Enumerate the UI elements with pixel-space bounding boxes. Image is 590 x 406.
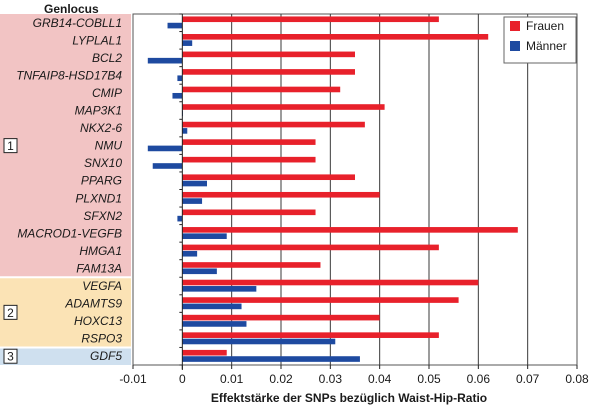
locus-label-map3k1: MAP3K1: [75, 104, 122, 118]
bar-frauen-gdf5: [182, 349, 227, 356]
bar-frauen-hoxc13: [182, 314, 380, 321]
locus-label-rspo3: RSPO3: [81, 332, 122, 346]
bar-maenner-bcl2: [147, 57, 183, 64]
group-number-box-1: [3, 138, 18, 154]
x-tick-label: 0.02: [269, 372, 293, 386]
locus-labels: GRB14-COBLL1 LYPLAL1 BCL2 TNFAIP8-HSD17B4 CM…: [16, 16, 122, 363]
x-tick-labels: -0.01 0 0.01 0.02 0.03 0.04 0.05 0.06 0.07 0.08: [119, 372, 589, 386]
legend-swatch-maenner: [510, 41, 520, 51]
bar-frauen-map3k1: [182, 104, 385, 110]
group-band-3: [0, 347, 131, 365]
group-number-box-2: [3, 304, 18, 320]
bar-frauen-cmip: [182, 86, 341, 93]
bar-maenner-plxnd1: [182, 198, 203, 204]
locus-label-tnfaip8-hsd17b4: TNFAIP8-HSD17B4: [16, 68, 122, 82]
bar-maenner-lyplal1: [182, 40, 193, 46]
x-tick-label: 0.03: [319, 372, 343, 386]
bar-maenner-gdf5: [182, 356, 360, 362]
locus-label-pparg: PPARG: [81, 174, 122, 188]
bar-frauen-bcl2: [182, 51, 355, 58]
x-tick-label: -0.01: [119, 372, 147, 386]
locus-label-macrod1-vegfb: MACROD1-VEGFB: [17, 226, 122, 240]
group-number-2: 2: [7, 306, 14, 320]
locus-label-fam13a: FAM13A: [76, 261, 122, 275]
group-number-3: 3: [7, 350, 14, 364]
axes: [132, 13, 578, 370]
bar-frauen-grb14-cobll1: [182, 16, 439, 23]
bar-maenner-hoxc13: [182, 321, 247, 327]
bar-frauen-lyplal1: [182, 34, 489, 40]
locus-label-vegfa: VEGFA: [82, 279, 122, 293]
locus-label-nkx2-6: NKX2-6: [80, 121, 122, 135]
legend-swatch-frauen: [510, 21, 520, 31]
x-tick-label: 0.06: [467, 372, 491, 386]
bar-frauen-sfxn2: [182, 209, 316, 216]
plot-frame: [132, 13, 578, 366]
bar-frauen-nkx2-6: [182, 121, 365, 128]
gridlines: [231, 14, 529, 365]
bar-maenner-fam13a: [182, 268, 217, 275]
bar-frauen-tnfaip8-hsd17b4: [182, 69, 355, 75]
bar-maenner-pparg: [182, 180, 207, 187]
locus-label-nmu: NMU: [95, 139, 123, 153]
bar-maenner-tnfaip8-hsd17b4: [177, 75, 183, 82]
bar-maenner-adamts9: [182, 303, 242, 310]
bar-maenner-snx10: [152, 163, 183, 169]
legend: Frauen Männer: [503, 16, 577, 64]
locus-group-bands: 1 2 3: [0, 14, 131, 365]
legend-label-frauen: Frauen: [526, 19, 564, 33]
locus-label-snx10: SNX10: [84, 156, 122, 170]
locus-label-lyplal1: LYPLAL1: [72, 33, 122, 47]
bar-maenner-macrod1-vegfb: [182, 233, 227, 239]
bar-maenner-sfxn2: [177, 215, 183, 222]
group-band-2: [0, 277, 131, 348]
locus-label-sfxn2: SFXN2: [83, 209, 122, 223]
bar-maenner-nmu: [147, 145, 183, 152]
x-tick-label: 0.07: [516, 372, 540, 386]
locus-label-bcl2: BCL2: [92, 51, 122, 65]
legend-label-maenner: Männer: [526, 39, 567, 53]
category-header: Genlocus: [44, 2, 99, 16]
bar-frauen-fam13a: [182, 262, 321, 268]
x-tick-label: 0.05: [417, 372, 441, 386]
x-axis-title: Effektstärke der SNPs bezüglich Waist-Hi…: [211, 391, 487, 405]
bars: [147, 16, 518, 362]
bar-frauen-snx10: [182, 156, 316, 163]
bar-frauen-rspo3: [182, 332, 439, 338]
locus-label-plxnd1: PLXND1: [75, 191, 122, 205]
group-number-1: 1: [7, 139, 14, 153]
plot-area: [132, 13, 578, 366]
bar-maenner-cmip: [172, 92, 183, 99]
x-tick-label: 0: [179, 372, 186, 386]
bar-maenner-vegfa: [182, 286, 257, 292]
locus-label-hoxc13: HOXC13: [74, 314, 122, 328]
locus-label-grb14-cobll1: GRB14-COBLL1: [33, 16, 122, 30]
locus-label-cmip: CMIP: [92, 86, 122, 100]
group-number-box-3: [3, 348, 18, 364]
locus-label-hmga1: HMGA1: [79, 244, 122, 258]
bar-maenner-grb14-cobll1: [167, 22, 183, 29]
bar-frauen-hmga1: [182, 244, 439, 251]
bar-frauen-macrod1-vegfb: [182, 227, 518, 233]
locus-label-gdf5: GDF5: [90, 349, 122, 363]
x-tick-label: 0.04: [368, 372, 392, 386]
x-tick-label: 0.01: [220, 372, 244, 386]
bar-maenner-nkx2-6: [182, 128, 188, 134]
bar-maenner-hmga1: [182, 250, 198, 257]
locus-label-adamts9: ADAMTS9: [64, 297, 122, 311]
bar-frauen-adamts9: [182, 297, 459, 303]
bar-frauen-plxnd1: [182, 191, 380, 198]
bar-frauen-nmu: [182, 139, 316, 145]
bar-frauen-pparg: [182, 174, 355, 181]
group-band-1: [0, 14, 131, 278]
x-tick-label: 0.08: [565, 372, 589, 386]
bar-maenner-rspo3: [182, 338, 336, 345]
bar-frauen-vegfa: [182, 279, 479, 286]
